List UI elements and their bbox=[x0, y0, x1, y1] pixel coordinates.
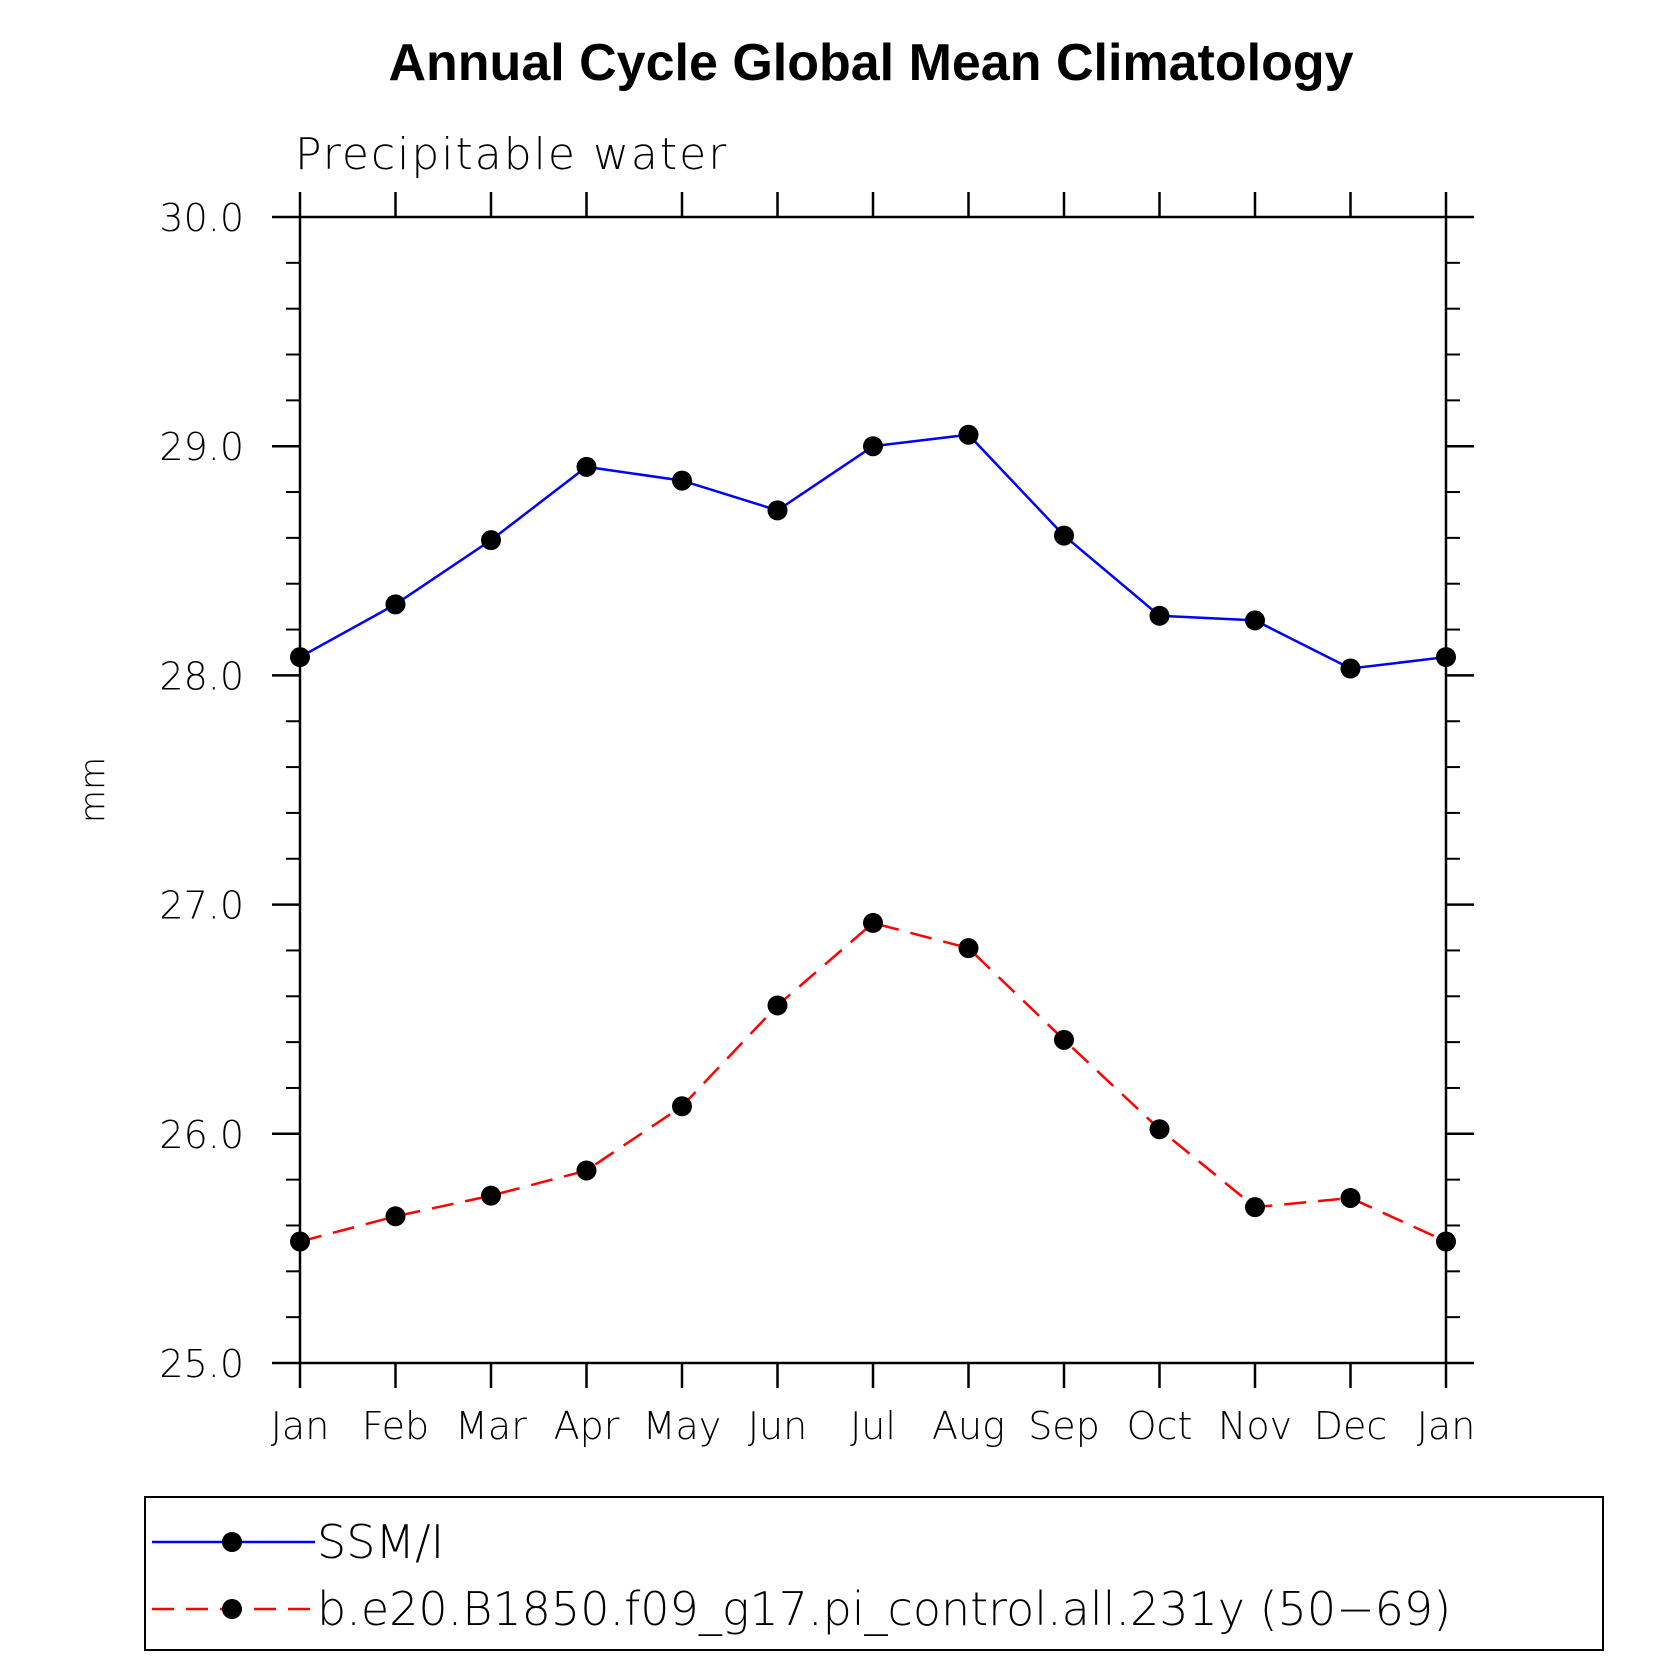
data-point bbox=[1054, 525, 1074, 546]
data-point bbox=[576, 1160, 597, 1181]
x-tick-label: Jan bbox=[1417, 1404, 1476, 1448]
x-tick-label: Jul bbox=[850, 1404, 896, 1448]
data-point bbox=[767, 995, 788, 1016]
y-tick-label: 26.0 bbox=[159, 1113, 244, 1157]
x-tick-label: Aug bbox=[932, 1404, 1005, 1448]
series-line-1 bbox=[299, 921, 1447, 1243]
data-point bbox=[1245, 1197, 1265, 1218]
y-tick-label: 30.0 bbox=[159, 196, 244, 240]
legend-items: SSM/I b.e20.B1850.f09_g17.pi_control.all.… bbox=[152, 1515, 1451, 1636]
x-tick-label: Feb bbox=[362, 1404, 429, 1448]
data-point bbox=[1436, 647, 1456, 668]
data-point bbox=[672, 1096, 692, 1117]
x-tick-label: Mar bbox=[455, 1404, 527, 1448]
legend-label-1: b.e20.B1850.f09_g17.pi_control.all.231y … bbox=[317, 1582, 1451, 1636]
y-tick-label: 25.0 bbox=[159, 1342, 244, 1386]
data-point bbox=[1340, 1187, 1361, 1208]
data-point bbox=[863, 912, 883, 933]
chart-subtitle: Precipitable water bbox=[295, 129, 728, 180]
data-point bbox=[385, 1206, 406, 1227]
x-tick-label: Dec bbox=[1314, 1404, 1388, 1448]
data-point bbox=[290, 647, 310, 668]
data-point bbox=[1245, 610, 1265, 631]
legend: SSM/I b.e20.B1850.f09_g17.pi_control.all.… bbox=[144, 1496, 1604, 1651]
y-tick-label: 29.0 bbox=[159, 425, 244, 469]
x-tick-label: Oct bbox=[1127, 1404, 1193, 1448]
legend-label-0: SSM/I bbox=[317, 1515, 444, 1569]
axis-ticks bbox=[272, 192, 1474, 1388]
y-tick-label: 28.0 bbox=[159, 654, 244, 698]
data-point bbox=[576, 456, 597, 477]
y-tick-label: 27.0 bbox=[159, 884, 244, 928]
data-point bbox=[958, 424, 979, 445]
legend-marker-1 bbox=[222, 1599, 242, 1619]
data-point bbox=[1054, 1029, 1074, 1050]
data-point bbox=[290, 1231, 310, 1252]
data-point bbox=[1340, 658, 1361, 679]
data-point bbox=[481, 1185, 501, 1206]
x-tick-label: Nov bbox=[1218, 1404, 1292, 1448]
data-point bbox=[481, 530, 501, 551]
data-point bbox=[767, 500, 788, 521]
x-tick-label: Jan bbox=[271, 1404, 330, 1448]
y-axis-label: mm bbox=[73, 757, 113, 823]
plot-frame bbox=[298, 215, 1448, 1365]
series-line-0 bbox=[299, 433, 1447, 670]
data-point bbox=[1149, 605, 1170, 626]
series-layer bbox=[290, 424, 1456, 1252]
data-point bbox=[385, 594, 406, 615]
x-tick-label: Sep bbox=[1028, 1404, 1100, 1448]
data-point bbox=[1436, 1231, 1456, 1252]
data-point bbox=[1149, 1119, 1170, 1140]
chart-title: Annual Cycle Global Mean Climatology bbox=[388, 34, 1353, 92]
x-tick-label: Jun bbox=[748, 1404, 807, 1448]
data-point bbox=[958, 938, 979, 959]
x-tick-label: May bbox=[643, 1404, 722, 1448]
x-tick-label: Apr bbox=[554, 1404, 620, 1448]
data-point bbox=[863, 436, 883, 457]
legend-box bbox=[144, 1496, 1604, 1651]
data-point bbox=[672, 470, 692, 491]
legend-marker-0 bbox=[222, 1532, 242, 1552]
tick-labels: Jan Feb Mar Apr May Jun Jul Aug Sep Oct Nov Dec Jan 2… bbox=[159, 196, 1475, 1448]
